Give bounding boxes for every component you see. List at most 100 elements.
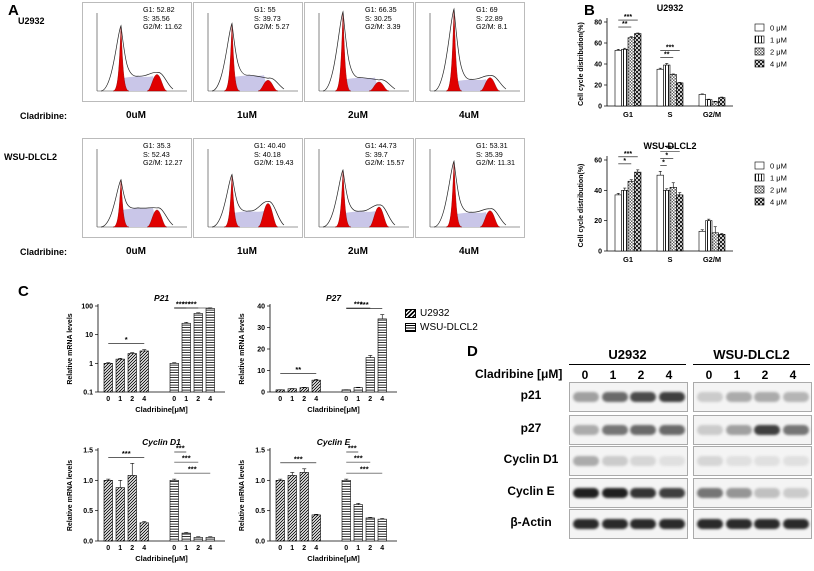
histogram-plot: G1: 40.40 S: 40.18 G2/M: 19.43 [193, 138, 303, 238]
bar [205, 308, 215, 393]
phase-stats: G1: 55 S: 39.73 G2/M: 5.27 [254, 5, 290, 32]
bar [718, 234, 726, 252]
bar [115, 487, 125, 542]
blot-band [782, 392, 809, 402]
blot-group-title: WSU-DLCL2 [713, 347, 790, 362]
s-phase-area [121, 76, 157, 91]
x-tick-label: 0 [344, 396, 348, 403]
protein-label: Cyclin D1 [503, 452, 559, 466]
y-tick-label: 0.5 [255, 508, 265, 515]
y-tick-label: 40 [594, 188, 602, 195]
significance-label: ** [664, 51, 670, 58]
legend-swatch [754, 47, 765, 56]
significance-label: ** [622, 21, 628, 28]
x-tick-label: 2 [302, 545, 306, 552]
phase-stat-line: G2/M: 3.39 [365, 22, 401, 31]
significance-label: *** [354, 300, 363, 309]
fit-curve [322, 168, 396, 228]
phase-stat-line: G2/M: 5.27 [254, 22, 290, 31]
x-tick-label: 4 [380, 396, 384, 403]
bar [627, 180, 635, 252]
g2m-peak [257, 203, 279, 228]
y-tick-label: 0 [598, 104, 602, 111]
protein-label: Cyclin E [507, 484, 555, 498]
histogram-plot: G1: 52.82 S: 35.56 G2/M: 11.62 [82, 2, 192, 102]
s-phase-area [121, 207, 157, 227]
bar [287, 388, 297, 393]
blot-band [630, 456, 656, 466]
x-tick-label: 0 [172, 396, 176, 403]
legend-label: 2 μM [770, 186, 787, 195]
x-tick-label: 1 [356, 545, 360, 552]
chart-title: Cyclin D1 [142, 437, 181, 447]
g2m-peak [368, 206, 390, 228]
x-tick-label: 2 [130, 396, 134, 403]
dose-label: 2uM [348, 246, 368, 257]
bar [311, 379, 321, 393]
bar [377, 518, 387, 542]
significance-label: *** [188, 465, 197, 474]
histogram-plot: G1: 35.3 S: 52.43 G2/M: 12.27 [82, 138, 192, 238]
dose-label: 2uM [348, 110, 368, 121]
phase-stat-line: S: 40.18 [254, 149, 281, 159]
s-phase-area [343, 77, 379, 91]
significance-label: *** [348, 444, 357, 453]
x-tick-label: 4 [142, 545, 146, 552]
histogram-plot: G1: 44.73 S: 39.7 G2/M: 15.57 [304, 138, 414, 238]
x-tick-label: S [667, 255, 672, 264]
significance-label: * [662, 159, 665, 166]
y-tick-label: 20 [257, 347, 265, 354]
y-tick-label: 0.1 [83, 390, 93, 397]
blot-band [697, 456, 723, 466]
blot-band [573, 519, 599, 529]
blot-band [630, 392, 656, 402]
phase-stat-line: G1: 66.35 [365, 5, 397, 14]
y-axis-label: Relative mRNA levels [67, 313, 74, 384]
x-tick-label: 1 [118, 545, 122, 552]
blot-strip [693, 446, 812, 476]
legend-swatch [754, 197, 765, 206]
bar [365, 517, 375, 542]
bar [115, 358, 125, 393]
legend-label: 1 μM [770, 36, 787, 45]
blot-band [658, 488, 685, 498]
y-tick-label: 0.5 [83, 508, 93, 515]
y-tick-label: 80 [594, 20, 602, 27]
group-underline [693, 364, 810, 365]
bar [663, 64, 671, 107]
blot-strip [693, 478, 812, 508]
significance-label: * [665, 152, 668, 159]
blot-band [658, 456, 685, 466]
bar [614, 50, 622, 107]
blot-strip [569, 509, 688, 539]
y-axis-label: Relative mRNA levels [239, 313, 246, 384]
dose-label: 0uM [126, 246, 146, 257]
significance-label: *** [666, 145, 674, 152]
blot-band [754, 519, 780, 529]
bar [656, 174, 664, 252]
cladribine-dose-label: Cladribine [μM] [475, 367, 563, 381]
significance-label: *** [624, 151, 632, 158]
bar [711, 232, 719, 252]
x-tick-label: 0 [172, 545, 176, 552]
phase-stats: G1: 66.35 S: 30.25 G2/M: 3.39 [365, 5, 401, 32]
y-tick-label: 20 [594, 218, 602, 225]
bar [341, 389, 351, 393]
fit-curve [100, 24, 174, 92]
blot-band [601, 425, 628, 435]
phase-stat-line: G1: 35.3 [143, 141, 171, 150]
dose-label: 0uM [126, 110, 146, 121]
y-tick-label: 60 [594, 41, 602, 48]
blot-band [658, 425, 685, 435]
bar [698, 94, 706, 107]
x-tick-label: 2 [368, 545, 372, 552]
x-tick-label: 0 [278, 545, 282, 552]
bar [353, 504, 363, 542]
bar [287, 475, 297, 542]
y-tick-label: 1.0 [255, 478, 265, 485]
blot-strip [693, 415, 812, 445]
bar [669, 74, 677, 107]
fit-curve [433, 160, 507, 228]
protein-label: β-Actin [510, 515, 552, 529]
phase-stat-line: G1: 69 [476, 5, 498, 14]
